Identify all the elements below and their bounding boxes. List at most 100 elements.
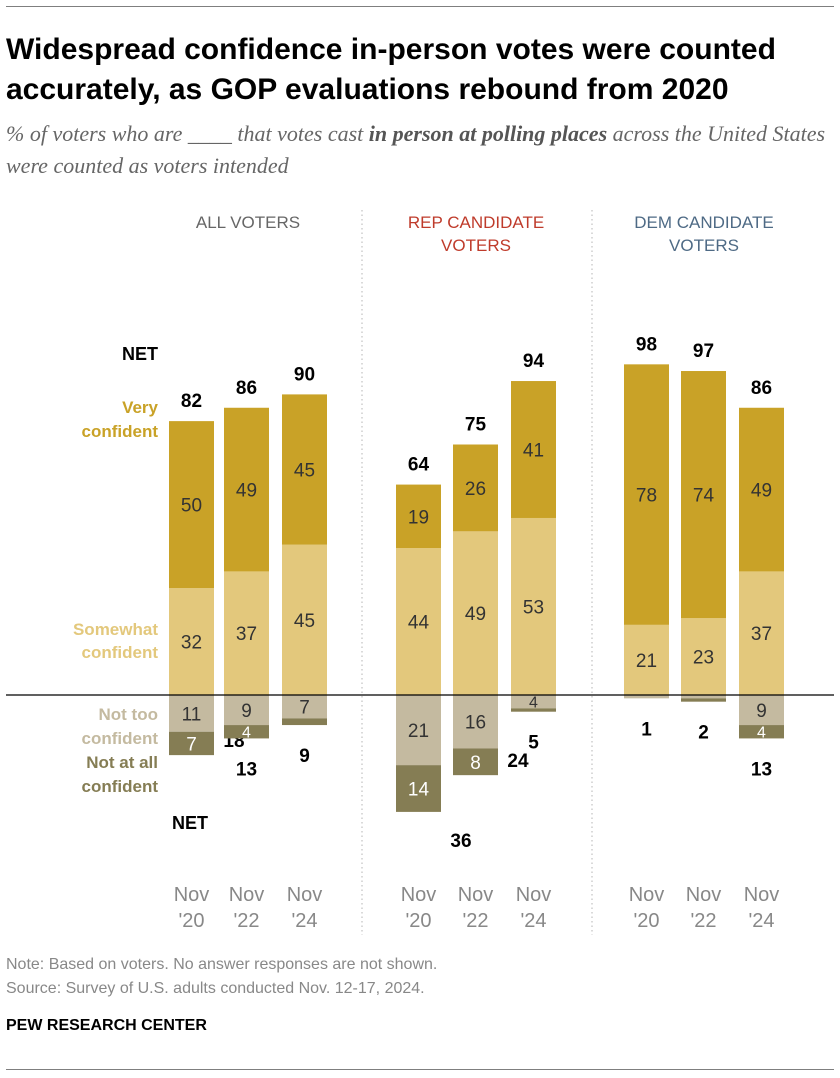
net-positive-g3-b2: 97 — [693, 341, 714, 362]
group-header-1-line-1: ALL VOTERS — [196, 213, 300, 232]
legend-not-too-line-2: confident — [82, 729, 159, 748]
period-label-g3-b3-line-1: Nov — [744, 884, 780, 906]
period-label-g3-b1-line-1: Nov — [629, 884, 665, 906]
bar-not-too-g3-b1 — [624, 695, 669, 699]
period-label-g3-b3-line-2: '24 — [748, 910, 774, 932]
bar-somewhat-g2-b3 — [511, 517, 556, 695]
label-not-too-g1-b3: 7 — [299, 698, 310, 719]
label-very-g1-b2: 49 — [236, 481, 257, 502]
legend-net-bottom: NET — [172, 813, 208, 833]
net-positive-g3-b3: 86 — [751, 378, 772, 399]
subtitle-text-start: % of voters who are ____ that votes cast — [6, 121, 369, 146]
net-positive-g1-b3: 90 — [294, 364, 315, 385]
net-negative-g2-b2: 24 — [507, 751, 529, 772]
label-very-g3-b3: 49 — [751, 481, 772, 502]
legend-somewhat-line-1: Somewhat — [73, 620, 158, 639]
label-somewhat-g1-b2: 37 — [236, 624, 257, 645]
bottom-rule — [6, 1069, 834, 1070]
bar-somewhat-g2-b1 — [396, 548, 441, 695]
bar-not-at-all-g2-b3 — [511, 708, 556, 712]
bar-not-too-g1-b1 — [169, 695, 214, 732]
bar-not-at-all-g2-b1 — [396, 765, 441, 812]
net-positive-g2-b1: 64 — [408, 455, 430, 476]
group-header-3-line-1: DEM CANDIDATE — [634, 213, 773, 232]
label-not-at-all-g2-b2: 8 — [470, 753, 481, 774]
bar-very-g3-b2 — [681, 371, 726, 619]
legend-net-top: NET — [122, 344, 158, 364]
confidence-bar-chart: ALL VOTERS50321178218Nov'204937948613Nov… — [6, 210, 834, 935]
group-header-2-line-2: VOTERS — [441, 236, 511, 255]
bar-not-at-all-g2-b2 — [453, 748, 498, 776]
bar-very-g1-b2 — [224, 407, 269, 572]
net-positive-g1-b1: 82 — [181, 391, 202, 412]
label-very-g3-b2: 74 — [693, 486, 715, 507]
net-negative-g1-b2: 13 — [236, 759, 257, 780]
bar-not-too-g2-b2 — [453, 695, 498, 749]
period-label-g2-b1-line-2: '20 — [405, 910, 431, 932]
bar-not-too-g2-b1 — [396, 695, 441, 766]
period-label-g1-b2-line-2: '22 — [233, 910, 259, 932]
bar-somewhat-g3-b2 — [681, 618, 726, 695]
net-positive-g2-b3: 94 — [523, 351, 545, 372]
period-label-g1-b3-line-2: '24 — [291, 910, 317, 932]
bar-very-g2-b1 — [396, 484, 441, 549]
label-very-g2-b3: 41 — [523, 441, 544, 462]
label-somewhat-g2-b1: 44 — [408, 613, 430, 634]
label-not-too-g2-b3: 4 — [529, 695, 538, 712]
bar-not-at-all-g3-b2 — [681, 698, 726, 702]
bar-not-at-all-g1-b3 — [282, 718, 327, 726]
label-not-too-g3-b3: 9 — [756, 701, 767, 722]
label-somewhat-g2-b3: 53 — [523, 597, 544, 618]
legend-not-at-all-line-2: confident — [82, 777, 159, 796]
bar-very-g2-b3 — [511, 381, 556, 518]
period-label-g2-b2-line-1: Nov — [458, 884, 494, 906]
label-very-g3-b1: 78 — [636, 486, 657, 507]
label-very-g1-b3: 45 — [294, 461, 315, 482]
group-header-2-line-1: REP CANDIDATE — [408, 213, 544, 232]
bar-somewhat-g2-b2 — [453, 531, 498, 695]
period-label-g2-b2-line-2: '22 — [462, 910, 488, 932]
bar-not-too-g3-b2 — [681, 695, 726, 699]
label-not-at-all-g3-b3: 4 — [757, 725, 766, 742]
bar-not-at-all-g1-b1 — [169, 731, 214, 756]
chart-title: Widespread confidence in-person votes we… — [6, 33, 776, 106]
bar-somewhat-g1-b1 — [169, 588, 214, 695]
note-text: Note: Based on voters. No answer respons… — [6, 956, 438, 973]
period-label-g1-b1-line-2: '20 — [178, 910, 204, 932]
label-somewhat-g3-b2: 23 — [693, 648, 714, 669]
label-very-g1-b1: 50 — [181, 496, 202, 517]
subtitle-text-end: across the United States were counted as… — [6, 121, 826, 178]
chart-subtitle: % of voters who are ____ that votes cast… — [6, 118, 836, 182]
period-label-g2-b1-line-1: Nov — [401, 884, 437, 906]
bar-not-at-all-g3-b3 — [739, 725, 784, 739]
net-negative-g2-b1: 36 — [450, 831, 471, 852]
bar-somewhat-g3-b3 — [739, 571, 784, 695]
period-label-g2-b3-line-1: Nov — [516, 884, 552, 906]
net-negative-g3-b1: 1 — [641, 719, 652, 740]
period-label-g3-b2-line-2: '22 — [690, 910, 716, 932]
bar-very-g3-b3 — [739, 407, 784, 572]
bar-somewhat-g1-b3 — [282, 544, 327, 695]
net-negative-g3-b2: 2 — [698, 723, 709, 744]
bar-very-g1-b3 — [282, 394, 327, 545]
net-negative-g2-b3: 5 — [528, 733, 539, 754]
source-text: Source: Survey of U.S. adults conducted … — [6, 980, 425, 997]
label-not-too-g2-b2: 16 — [465, 713, 486, 734]
legend-somewhat-line-2: confident — [82, 643, 159, 662]
bar-not-too-g2-b3 — [511, 695, 556, 709]
label-somewhat-g3-b3: 37 — [751, 624, 772, 645]
legend-not-too-line-1: Not too — [99, 705, 158, 724]
bar-very-g3-b1 — [624, 364, 669, 625]
period-label-g1-b1-line-1: Nov — [174, 884, 210, 906]
label-very-g2-b1: 19 — [408, 507, 429, 528]
period-label-g1-b2-line-1: Nov — [229, 884, 265, 906]
chart-footnotes: Note: Based on voters. No answer respons… — [6, 953, 826, 1001]
label-somewhat-g2-b2: 49 — [465, 604, 486, 625]
label-not-too-g1-b1: 11 — [182, 704, 202, 725]
group-header-3-line-2: VOTERS — [669, 236, 739, 255]
bar-not-too-g1-b2 — [224, 695, 269, 726]
label-not-at-all-g1-b2: 4 — [242, 725, 251, 742]
net-negative-g3-b3: 13 — [751, 759, 772, 780]
label-very-g2-b2: 26 — [465, 479, 486, 500]
label-not-too-g2-b1: 21 — [408, 721, 429, 742]
